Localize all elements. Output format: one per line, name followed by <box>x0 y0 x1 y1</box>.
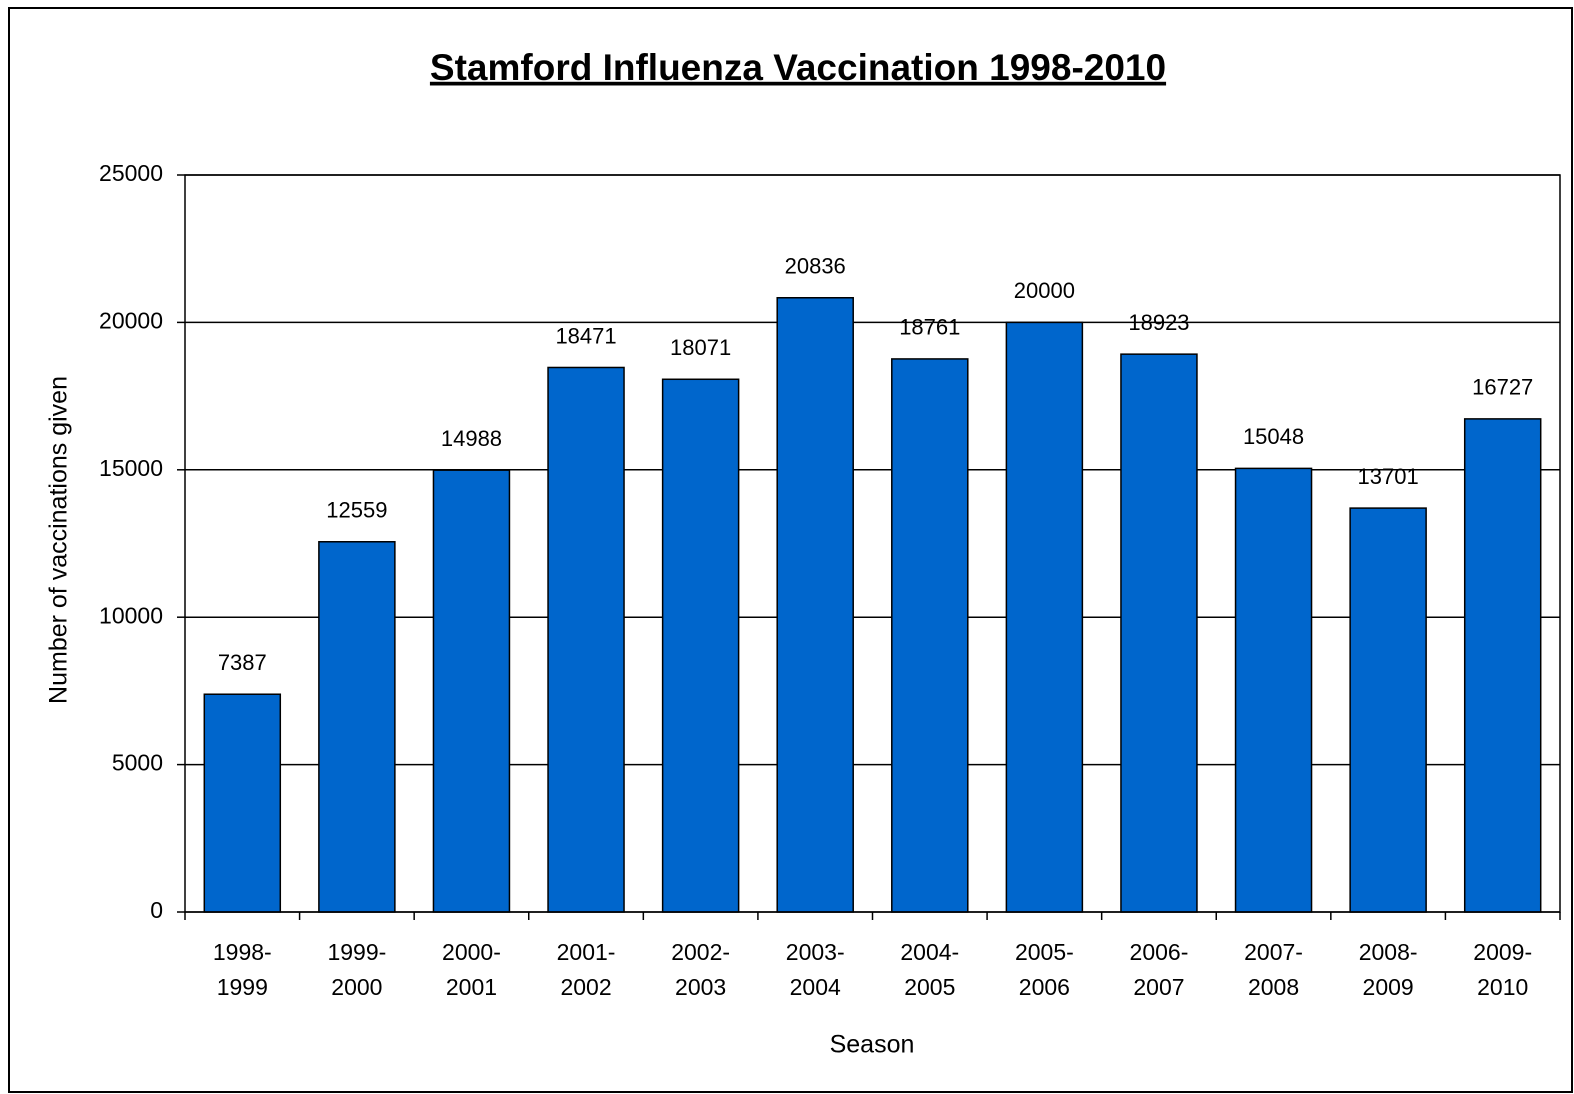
value-label: 18471 <box>555 323 616 348</box>
y-tick-label: 10000 <box>99 602 163 628</box>
value-label: 20000 <box>1014 278 1075 303</box>
value-label: 18071 <box>670 335 731 360</box>
x-tick-label: 2006-2007 <box>1130 939 1189 1000</box>
x-tick-label: 2007-2008 <box>1244 939 1303 1000</box>
chart-title: Stamford Influenza Vaccination 1998-2010 <box>430 47 1166 88</box>
y-tick-label: 20000 <box>99 307 163 333</box>
value-label: 15048 <box>1243 424 1304 449</box>
value-label: 20836 <box>785 254 846 279</box>
x-tick-label: 2009-2010 <box>1473 939 1532 1000</box>
x-tick-label: 1998-1999 <box>213 939 272 1000</box>
x-axis-label: Season <box>830 1031 915 1059</box>
bar <box>1463 418 1542 913</box>
value-label: 18923 <box>1128 310 1189 335</box>
x-tick-label: 2003-2004 <box>786 939 845 1000</box>
y-tick-label: 5000 <box>112 750 163 776</box>
y-tick-label: 25000 <box>99 160 163 186</box>
bar <box>661 378 740 913</box>
x-tick-label: 1999-2000 <box>327 939 386 1000</box>
y-axis-label: Number of vaccinations given <box>45 376 73 704</box>
value-label: 16727 <box>1472 375 1533 400</box>
value-label: 13701 <box>1358 464 1419 489</box>
bar <box>547 366 625 913</box>
x-tick-label: 2002-2003 <box>671 939 730 1000</box>
plot-frame <box>184 174 1561 913</box>
x-tick-label: 2005-2006 <box>1015 939 1074 1000</box>
value-label: 7387 <box>218 650 267 675</box>
bar <box>1005 321 1084 913</box>
x-tick-label: 2000-2001 <box>442 939 501 1000</box>
y-tick-label: 15000 <box>99 455 163 481</box>
x-tick-label: 2008-2009 <box>1359 939 1418 1000</box>
bar <box>203 693 282 913</box>
value-label: 12559 <box>326 498 387 523</box>
bar <box>891 358 969 913</box>
x-tick-label: 2004-2005 <box>900 939 959 1000</box>
bar <box>1234 467 1313 913</box>
bar <box>776 297 854 913</box>
bar <box>1120 353 1198 913</box>
y-tick-label: 0 <box>150 897 163 923</box>
x-tick-label: 2001-2002 <box>557 939 616 1000</box>
value-label: 18761 <box>899 315 960 340</box>
bar <box>318 541 396 913</box>
bar <box>432 469 511 913</box>
bar <box>1349 507 1427 913</box>
value-label: 14988 <box>441 426 502 451</box>
